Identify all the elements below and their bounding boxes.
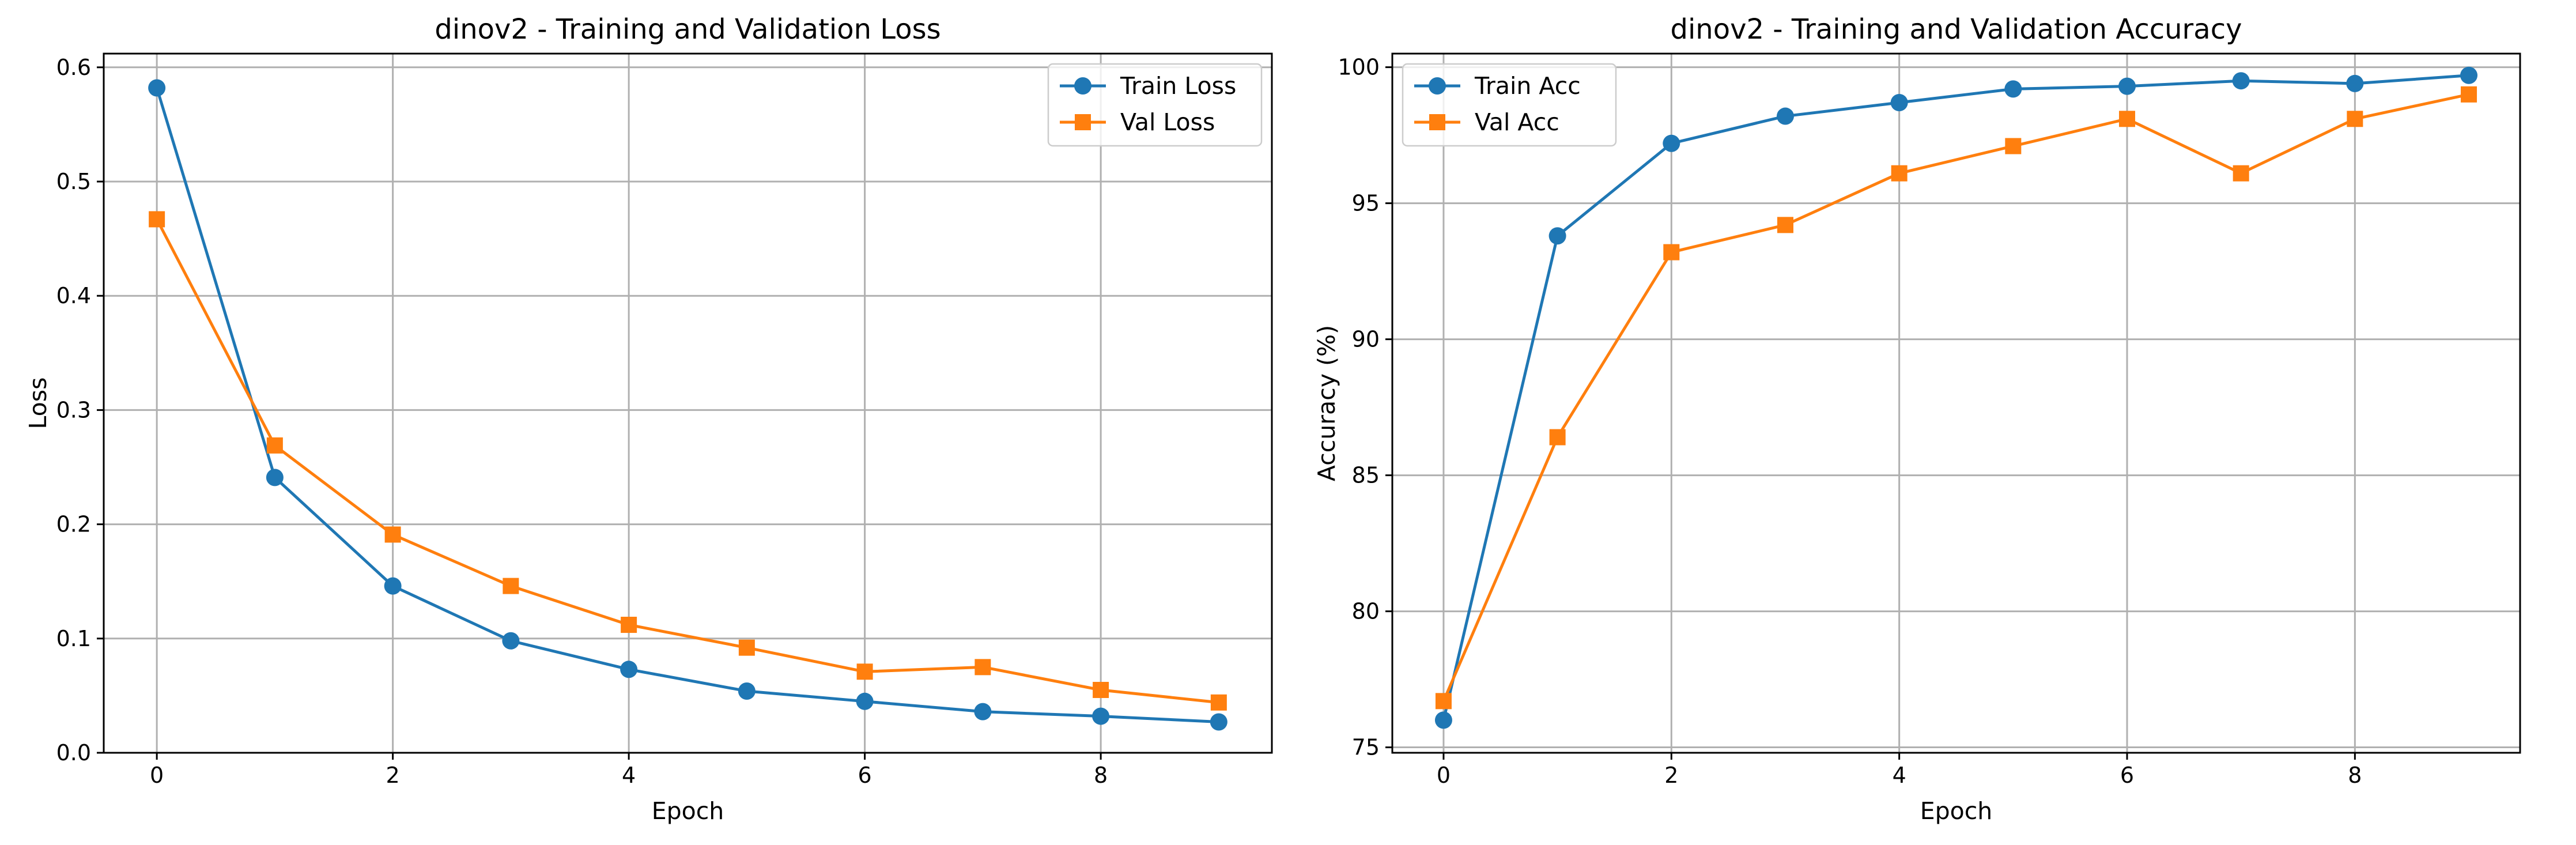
val-acc-point bbox=[2119, 111, 2136, 127]
loss-ticks: 0 2 4 6 8 0.0 0.1 0.2 0.3 0.4 0.5 0.6 bbox=[56, 55, 1108, 788]
accuracy-y-tick-label: 80 bbox=[1352, 599, 1380, 624]
val-acc-point bbox=[2461, 86, 2477, 103]
train-loss-point bbox=[738, 682, 756, 700]
train-loss-point bbox=[974, 703, 992, 720]
val-loss-point bbox=[1093, 681, 1109, 698]
accuracy-axes-frame bbox=[1391, 52, 2521, 754]
train-loss-point bbox=[856, 692, 874, 710]
train-acc-point bbox=[1548, 227, 1566, 245]
accuracy-y-tick-label: 100 bbox=[1338, 55, 1380, 80]
loss-chart: 0 2 4 6 8 0.0 0.1 0.2 0.3 0.4 0.5 0.6 dinov2 - Trai… bbox=[24, 13, 1273, 825]
accuracy-x-tick-label: 6 bbox=[2120, 763, 2134, 788]
loss-x-tick-label: 0 bbox=[150, 763, 164, 788]
loss-x-tick-label: 6 bbox=[858, 763, 872, 788]
accuracy-y-tick-label: 95 bbox=[1352, 191, 1380, 216]
train-acc-point bbox=[2232, 72, 2250, 90]
val-acc-point bbox=[1549, 429, 1566, 446]
loss-x-tick-label: 2 bbox=[386, 763, 400, 788]
accuracy-x-tick-label: 4 bbox=[1893, 763, 1906, 788]
val-loss-point bbox=[384, 526, 401, 543]
accuracy-series bbox=[1434, 66, 2478, 729]
val-loss-point bbox=[621, 617, 637, 633]
accuracy-chart: 0 2 4 6 8 75 80 85 90 95 100 dinov2 - Training and… bbox=[1313, 13, 2521, 825]
train-acc-line bbox=[1442, 74, 2469, 720]
val-acc-point bbox=[1663, 244, 1680, 261]
loss-x-tick-label: 8 bbox=[1094, 763, 1108, 788]
accuracy-y-axis-label: Accuracy (%) bbox=[1313, 325, 1340, 481]
val-acc-point bbox=[1891, 165, 1908, 182]
accuracy-x-tick-label: 0 bbox=[1437, 763, 1451, 788]
accuracy-x-axis-label: Epoch bbox=[1920, 797, 1993, 825]
train-loss-point bbox=[384, 577, 402, 595]
train-loss-point bbox=[1092, 707, 1110, 725]
loss-y-axis-label: Loss bbox=[24, 378, 52, 429]
accuracy-y-tick-label: 75 bbox=[1352, 735, 1380, 760]
val-loss-point bbox=[1210, 694, 1227, 711]
train-acc-point bbox=[2460, 66, 2478, 84]
train-loss-legend-marker bbox=[1074, 77, 1091, 95]
val-loss-line bbox=[155, 218, 1219, 704]
val-loss-legend-label: Val Loss bbox=[1120, 108, 1215, 136]
train-loss-legend-label: Train Loss bbox=[1120, 72, 1236, 100]
val-loss-point bbox=[738, 639, 755, 656]
val-loss-point bbox=[266, 437, 283, 454]
val-acc-line bbox=[1442, 93, 2469, 702]
loss-y-tick-label: 0.6 bbox=[56, 55, 91, 80]
loss-series bbox=[148, 79, 1227, 731]
loss-chart-title: dinov2 - Training and Validation Loss bbox=[435, 13, 940, 46]
train-acc-point bbox=[2004, 80, 2022, 98]
accuracy-legend: Train Acc Val Acc bbox=[1402, 63, 1617, 147]
accuracy-x-tick-label: 8 bbox=[2348, 763, 2362, 788]
train-acc-legend-marker bbox=[1429, 77, 1446, 95]
accuracy-y-tick-label: 90 bbox=[1352, 327, 1380, 352]
val-acc-point bbox=[1435, 693, 1452, 710]
accuracy-ticks: 0 2 4 6 8 75 80 85 90 95 100 bbox=[1338, 55, 2362, 788]
loss-legend: Train Loss Val Loss bbox=[1047, 63, 1263, 147]
train-acc-point bbox=[1434, 711, 1452, 729]
val-loss-point bbox=[856, 663, 873, 680]
train-loss-point bbox=[502, 632, 520, 650]
train-acc-point bbox=[2346, 74, 2364, 92]
loss-y-tick-label: 0.2 bbox=[56, 512, 91, 537]
loss-axes-frame bbox=[103, 52, 1273, 754]
val-acc-point bbox=[2233, 165, 2249, 182]
loss-y-tick-label: 0.0 bbox=[56, 740, 91, 765]
val-acc-point bbox=[2005, 138, 2022, 154]
accuracy-y-tick-label: 85 bbox=[1352, 463, 1380, 488]
train-acc-point bbox=[1663, 134, 1680, 152]
val-acc-point bbox=[2347, 111, 2363, 127]
train-loss-point bbox=[1210, 713, 1227, 731]
val-acc-legend-label: Val Acc bbox=[1475, 108, 1559, 136]
train-acc-point bbox=[1776, 107, 1794, 125]
val-loss-legend-marker bbox=[1075, 114, 1091, 130]
train-loss-point bbox=[620, 661, 638, 678]
loss-x-axis-label: Epoch bbox=[652, 797, 724, 825]
loss-y-tick-label: 0.3 bbox=[56, 397, 91, 423]
train-acc-point bbox=[2118, 77, 2136, 95]
train-acc-legend-label: Train Acc bbox=[1474, 72, 1581, 100]
accuracy-x-tick-label: 2 bbox=[1664, 763, 1678, 788]
train-loss-line bbox=[155, 87, 1219, 723]
loss-y-tick-label: 0.1 bbox=[56, 626, 91, 651]
val-loss-point bbox=[975, 659, 991, 676]
loss-y-tick-label: 0.5 bbox=[56, 169, 91, 194]
train-acc-point bbox=[1890, 93, 1908, 111]
loss-x-tick-label: 4 bbox=[622, 763, 636, 788]
accuracy-chart-title: dinov2 - Training and Validation Accurac… bbox=[1670, 13, 2242, 46]
accuracy-grid bbox=[1392, 54, 2520, 753]
val-loss-point bbox=[149, 211, 165, 228]
train-loss-point bbox=[266, 469, 284, 486]
val-acc-legend-marker bbox=[1429, 114, 1445, 130]
val-acc-point bbox=[1777, 217, 1793, 233]
train-loss-point bbox=[148, 79, 166, 97]
loss-y-tick-label: 0.4 bbox=[56, 283, 91, 308]
val-loss-point bbox=[503, 578, 519, 594]
